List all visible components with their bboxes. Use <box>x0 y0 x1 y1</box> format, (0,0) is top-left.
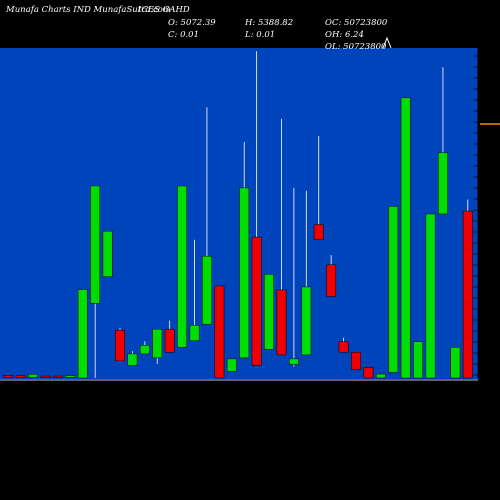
open-value: O: 5072.39 <box>168 18 216 28</box>
candle-body-down <box>52 375 63 378</box>
site-caption: Munafa Charts IND MunafaSutra.com <box>6 5 171 15</box>
candle-body-down <box>40 375 51 378</box>
candles-group <box>3 51 473 379</box>
candle-body-up <box>226 358 237 372</box>
candle-body-up <box>264 274 274 350</box>
candle-body-up <box>425 213 436 379</box>
open-low-value: OL: 50723800 <box>325 42 387 52</box>
axis-arrow-icon <box>382 36 392 49</box>
open-close-value: OC: 50723800 <box>325 18 388 28</box>
candle-body-up <box>177 185 188 348</box>
high-value: H: 5388.82 <box>245 18 294 28</box>
candle-body-down <box>363 367 374 379</box>
candle-body-up <box>90 185 101 304</box>
candle-body-up <box>65 375 76 378</box>
candle-body-up <box>375 373 386 379</box>
candle-body-down <box>338 341 349 353</box>
candle-body-up <box>388 206 399 373</box>
candle-body-up <box>400 97 411 379</box>
candle-body-down <box>351 352 361 370</box>
candle-body-down <box>115 329 125 362</box>
candle-body-down <box>313 224 324 240</box>
candle-body-down <box>326 264 337 297</box>
candle-body-up <box>189 324 200 341</box>
candle-body-up <box>438 152 448 215</box>
candle-body-up <box>152 328 163 359</box>
close-value: C: 0.01 <box>168 30 199 40</box>
candle-body-down <box>276 289 287 356</box>
candle-body-up <box>450 347 461 379</box>
candle-body-down <box>164 328 175 353</box>
candle-body-down <box>251 236 262 366</box>
candle-body-up <box>28 374 38 378</box>
candle-body-up <box>301 286 312 356</box>
candle-body-up <box>77 289 88 379</box>
candle-body-down <box>462 210 473 379</box>
candle-body-down <box>15 375 26 378</box>
right-axis-ticks <box>473 55 478 376</box>
open-high-value: OH: 6.24 <box>325 30 364 40</box>
symbol-label: ICES GAHD <box>138 5 190 15</box>
candle-body-up <box>239 187 250 359</box>
candle-body-down <box>214 285 225 379</box>
candle-body-up <box>413 341 424 379</box>
candle-body-down <box>3 375 14 378</box>
candle-body-up <box>139 345 150 355</box>
low-value: L: 0.01 <box>245 30 276 40</box>
candle-body-up <box>127 353 138 366</box>
candle-body-up <box>102 230 113 277</box>
candle-body-up <box>202 255 212 325</box>
candle-body-up <box>288 358 299 365</box>
